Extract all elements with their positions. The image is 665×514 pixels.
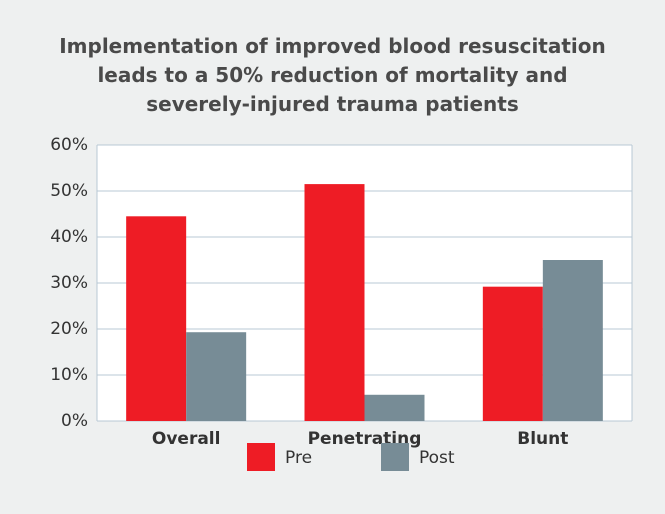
y-tick-label: 20%: [50, 319, 88, 339]
bar: [364, 394, 425, 421]
y-tick-label: 60%: [50, 135, 88, 155]
bar: [126, 216, 187, 421]
y-tick-label: 0%: [61, 411, 88, 431]
y-tick-label: 40%: [50, 227, 88, 247]
y-tick-label: 30%: [50, 273, 88, 293]
x-tick-label: Overall: [152, 429, 221, 449]
bar: [482, 286, 543, 421]
legend-swatch: [247, 443, 275, 471]
legend-swatch: [381, 443, 409, 471]
bar: [304, 184, 365, 421]
legend-label: Pre: [285, 448, 312, 468]
chart-title: Implementation of improved blood resusci…: [59, 34, 606, 116]
legend-label: Post: [419, 448, 455, 468]
y-tick-label: 50%: [50, 181, 88, 201]
x-tick-label: Blunt: [517, 429, 568, 449]
y-tick-label: 10%: [50, 365, 88, 385]
bar: [542, 260, 603, 421]
bar: [186, 332, 247, 421]
